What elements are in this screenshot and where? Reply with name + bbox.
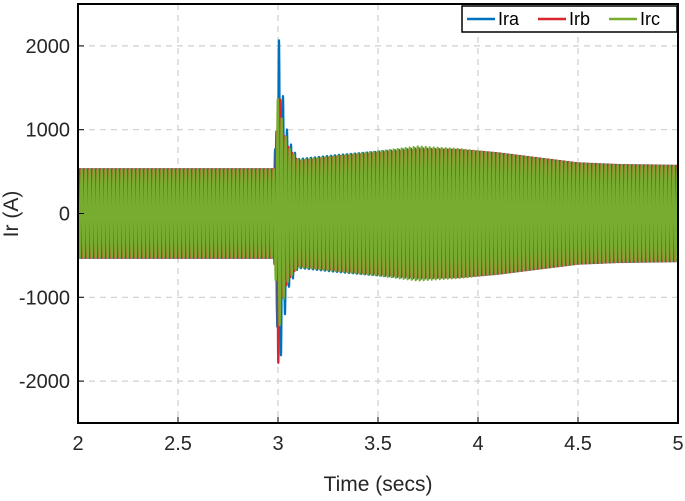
x-tick-label: 3: [272, 433, 283, 455]
x-tick-label: 3.5: [364, 433, 392, 455]
x-tick-label: 5: [672, 433, 683, 455]
y-tick-label: 0: [59, 204, 70, 226]
y-tick-label: -1000: [19, 287, 70, 309]
series-layer: [78, 39, 678, 364]
x-tick-label: 4.5: [564, 433, 592, 455]
legend: Ira Irb Irc: [461, 5, 678, 33]
series-line-irb: [78, 98, 678, 364]
series-line-irc: [78, 97, 678, 327]
x-tick-label: 2.5: [164, 433, 192, 455]
y-tick-label: 1000: [26, 120, 71, 142]
y-tick-label: -2000: [19, 371, 70, 393]
x-tick-label: 4: [472, 433, 483, 455]
legend-label-ira: Ira: [498, 9, 520, 29]
legend-label-irb: Irb: [569, 9, 590, 29]
x-axis: 2 2.5 3 3.5 4 4.5 5: [72, 417, 684, 455]
legend-label-irc: Irc: [640, 9, 660, 29]
y-axis-label: Ir (A): [0, 191, 23, 238]
x-tick-label: 2: [72, 433, 83, 455]
y-tick-label: 2000: [26, 36, 71, 58]
x-axis-label: Time (secs): [324, 473, 433, 496]
legend-box: [461, 5, 678, 33]
y-axis: -2000 -1000 0 1000 2000: [19, 36, 84, 393]
